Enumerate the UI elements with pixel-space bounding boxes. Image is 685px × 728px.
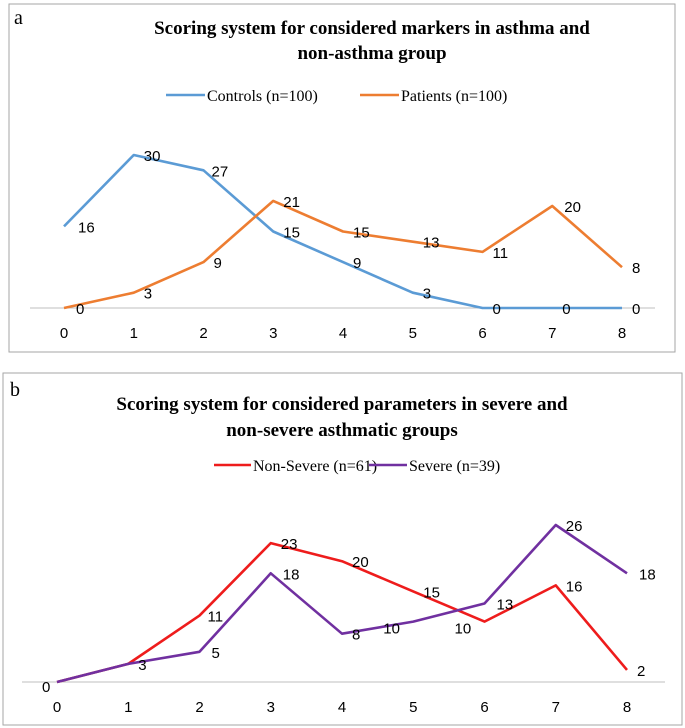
panel-b-tick-7: 7 <box>552 699 560 716</box>
panel-a-series-line-1 <box>63 153 622 310</box>
panel-b-tick-4: 4 <box>338 699 346 716</box>
panel-b-frame <box>2 372 683 726</box>
panel-b-data-label-s1-6: 10 <box>455 621 472 638</box>
panel-a-tick-6: 6 <box>478 325 486 342</box>
panel-b-series <box>56 523 628 684</box>
panel-a-tick-7: 7 <box>548 325 556 342</box>
panel-b-data-label-s1-2: 11 <box>208 609 224 626</box>
panel-a-series-line-2 <box>63 199 623 310</box>
panel-a-data-label-s2-8: 8 <box>632 260 640 277</box>
panel-b-legend: Non-Severe (n=61) Severe (n=39) <box>214 458 500 475</box>
panel-b-data-label-s1-3: 23 <box>281 536 298 553</box>
panel-a-series <box>63 153 623 310</box>
panel-a-data-label-s2-7: 20 <box>564 199 581 216</box>
panel-a-tick-5: 5 <box>409 325 417 342</box>
panel-b-tick-6: 6 <box>480 699 488 716</box>
panel-b-data-label-s2-2: 5 <box>212 645 220 662</box>
panel-a-title-line-1: Scoring system for considered markers in… <box>154 18 590 39</box>
panel-b-tick-0: 0 <box>53 699 61 716</box>
panel-b-data-label-s1-5: 15 <box>423 584 440 601</box>
panel-a-data-label-s2-5: 13 <box>423 235 440 252</box>
panel-a-data-label-s2-3: 21 <box>283 194 300 211</box>
panel-b-tick-8: 8 <box>623 699 631 716</box>
panel-b-series-line-2 <box>56 523 628 684</box>
panel-b-title-line-1: Scoring system for considered parameters… <box>116 394 568 415</box>
panel-a-x-ticks: 0 1 2 3 4 5 6 7 8 <box>60 325 626 342</box>
legend-label-controls: Controls (n=100) <box>207 88 318 105</box>
panel-a-tick-3: 3 <box>269 325 277 342</box>
panel-b-data-label-s2-6: 13 <box>497 597 514 614</box>
panel-a-frame <box>8 3 676 353</box>
panel-a-tick-4: 4 <box>339 325 347 342</box>
panel-b-data-label-s1-1: 3 <box>138 657 146 674</box>
panel-a-tick-0: 0 <box>60 325 68 342</box>
panel-b-data-label-s2-3: 18 <box>283 566 300 583</box>
panel-b-data-label-s2-7: 26 <box>566 518 583 535</box>
panel-b-tick-5: 5 <box>409 699 417 716</box>
panel-b-data-label-s1-4: 20 <box>352 554 369 571</box>
panel-a-data-label-s2-1: 3 <box>144 286 152 303</box>
legend-label-non-severe: Non-Severe (n=61) <box>253 458 377 475</box>
panel-b: b Scoring system for considered paramete… <box>2 372 683 726</box>
panel-b-tick-3: 3 <box>267 699 275 716</box>
panel-a-legend: Controls (n=100) Patients (n=100) <box>166 88 507 105</box>
panel-b-data-label-s2-8: 18 <box>639 566 656 583</box>
panel-b-data-label-s1-8: 2 <box>637 663 645 680</box>
panel-a: a Scoring system for considered markers … <box>8 3 676 353</box>
legend-label-patients: Patients (n=100) <box>401 88 507 105</box>
panel-a-data-label-s1-7: 0 <box>562 301 570 318</box>
panel-a-data-label-s1-8: 0 <box>632 301 640 318</box>
panel-a-data-label-s1-2: 27 <box>212 163 229 180</box>
panel-b-data-label-s2-5: 10 <box>383 621 400 638</box>
panel-a-data-label-s2-2: 9 <box>214 255 222 272</box>
panel-b-x-ticks: 0 1 2 3 4 5 6 7 8 <box>53 699 631 716</box>
panel-a-label: a <box>14 7 23 29</box>
panel-a-data-label-s1-5: 3 <box>423 286 431 303</box>
panel-a-tick-1: 1 <box>130 325 138 342</box>
panel-a-title-line-2: non-asthma group <box>297 43 446 64</box>
panel-a-data-label-s1-0: 16 <box>78 219 95 236</box>
panel-a-data-label-s1-3: 15 <box>283 225 300 242</box>
panel-b-tick-2: 2 <box>195 699 203 716</box>
panel-b-series-line-1 <box>56 541 628 684</box>
panel-a-data-label-s1-6: 0 <box>493 301 501 318</box>
legend-label-severe: Severe (n=39) <box>409 458 500 475</box>
panel-a-data-label-s2-0: 0 <box>76 301 84 318</box>
panel-b-title-line-2: non-severe asthmatic groups <box>226 420 458 441</box>
panel-a-data-label-s1-4: 9 <box>353 255 361 272</box>
panel-b-label: b <box>10 379 20 401</box>
panel-b-data-label-s2-4: 8 <box>352 627 360 644</box>
panel-a-data-label-s2-6: 11 <box>493 245 509 262</box>
panel-b-data-label-s1-7: 16 <box>566 578 583 595</box>
panel-b-data-label-s2-0: 0 <box>42 679 50 696</box>
panel-a-tick-8: 8 <box>618 325 626 342</box>
panel-a-data-label-s1-1: 30 <box>144 148 161 165</box>
panel-a-tick-2: 2 <box>199 325 207 342</box>
panel-a-data-label-s2-4: 15 <box>353 225 370 242</box>
panel-b-tick-1: 1 <box>124 699 132 716</box>
